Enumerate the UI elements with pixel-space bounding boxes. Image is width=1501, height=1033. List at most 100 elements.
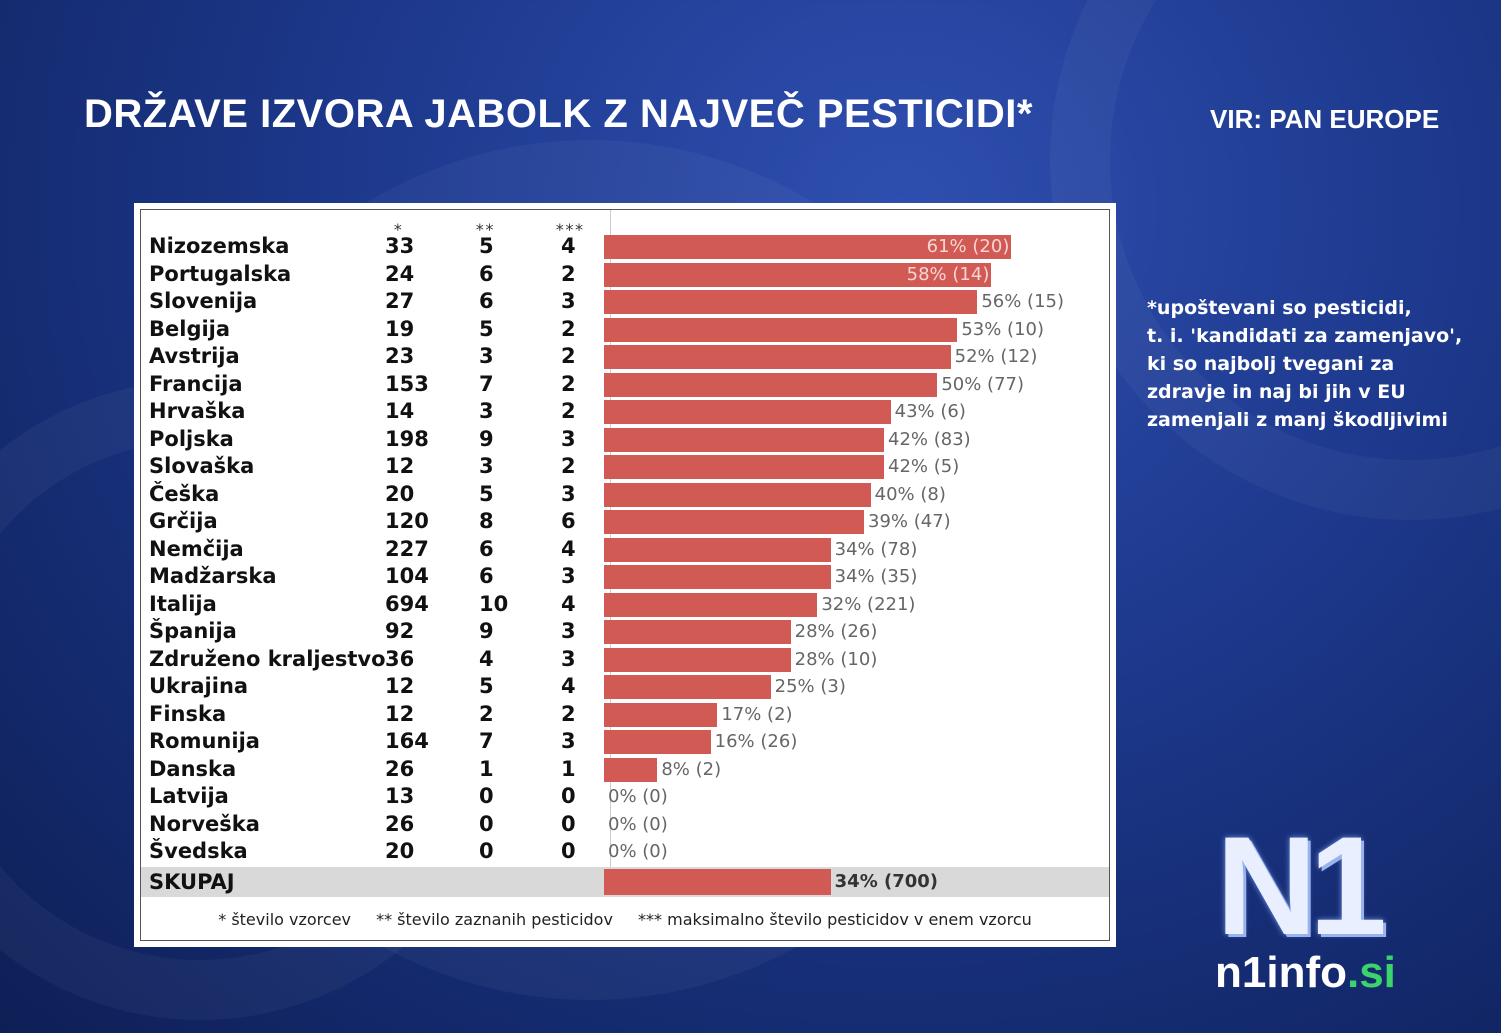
table-row: Nemčija 227 6 4 34% (78) — [141, 536, 1109, 564]
bar-label: 42% (83) — [888, 428, 971, 450]
max-pesticide-count: 3 — [561, 564, 576, 588]
country-name: Grčija — [149, 509, 218, 533]
bar-label: 40% (8) — [874, 483, 946, 505]
page-title: DRŽAVE IZVORA JABOLK Z NAJVEČ PESTICIDI* — [84, 92, 1033, 136]
country-name: Hrvaška — [149, 399, 246, 423]
table-row: Slovaška 12 3 2 42% (5) — [141, 453, 1109, 481]
header-pesticides: ** — [475, 220, 495, 239]
country-name: Danska — [149, 756, 237, 781]
country-name: Ukrajina — [149, 674, 249, 698]
bar-label: 56% (15) — [981, 291, 1065, 312]
sample-count: 20 — [385, 481, 415, 506]
bar-label: 28% (26) — [794, 621, 878, 642]
logo-text-main: n1info — [1215, 948, 1347, 997]
bar — [604, 400, 891, 424]
max-pesticide-count: 2 — [561, 316, 576, 341]
pesticide-count: 5 — [479, 316, 494, 341]
bar — [604, 290, 978, 314]
sample-count: 19 — [385, 316, 415, 341]
country-name: Poljska — [149, 426, 234, 451]
total-row: SKUPAJ 34% (700) — [141, 867, 1109, 897]
source-label: VIR: PAN EUROPE — [1210, 104, 1440, 134]
pesticide-count: 8 — [479, 509, 494, 533]
pesticide-count: 1 — [479, 756, 494, 781]
country-name: Nizozemska — [149, 234, 290, 258]
pesticide-count: 5 — [479, 674, 494, 698]
pesticide-count: 5 — [479, 234, 494, 258]
table-row: Nizozemska 33 5 4 61% (20) — [141, 233, 1109, 261]
country-name: Francija — [149, 371, 243, 396]
bar-label: 61% (20) — [926, 236, 1010, 257]
table-row: Finska 12 2 2 17% (2) — [141, 701, 1109, 729]
sample-count: 12 — [385, 454, 415, 478]
max-pesticide-count: 3 — [561, 729, 576, 753]
note-line: zamenjali z manj škodljivimi — [1147, 409, 1448, 431]
country-name: Belgija — [149, 316, 231, 341]
bar-label: 0% (0) — [608, 786, 668, 807]
bar — [604, 647, 791, 672]
logo-text-dot: .si — [1346, 948, 1396, 997]
max-pesticide-count: 2 — [561, 371, 576, 396]
bar — [604, 427, 884, 452]
bar-label: 16% (26) — [714, 731, 798, 752]
bar — [604, 372, 938, 397]
sample-count: 23 — [385, 344, 415, 368]
sample-count: 33 — [385, 234, 415, 258]
table-row: Francija 153 7 2 50% (77) — [141, 371, 1109, 399]
table-row: Italija 694 10 4 32% (221) — [141, 591, 1109, 619]
header-samples: * — [393, 220, 403, 239]
sample-count: 198 — [385, 426, 429, 451]
bar-label: 25% (3) — [774, 676, 846, 697]
n1info-logo: n1info.si — [1215, 948, 1396, 998]
header-max-pesticides: *** — [555, 220, 584, 239]
max-pesticide-count: 3 — [561, 619, 576, 643]
max-pesticide-count: 3 — [561, 481, 576, 506]
max-pesticide-count: 2 — [561, 399, 576, 423]
country-name: Švedska — [149, 839, 248, 863]
pesticide-count: 5 — [479, 481, 494, 506]
bar-label: 28% (10) — [794, 648, 878, 670]
pesticide-count: 7 — [479, 371, 494, 396]
sample-count: 13 — [385, 784, 415, 808]
pesticide-count: 6 — [479, 261, 494, 286]
sample-count: 92 — [385, 619, 415, 643]
bar — [604, 482, 871, 507]
sample-count: 20 — [385, 839, 415, 863]
pesticide-count: 3 — [479, 454, 494, 478]
note-line: *upoštevani so pesticidi, — [1147, 297, 1412, 319]
bar — [604, 620, 791, 644]
pesticide-count: 4 — [479, 646, 494, 671]
bar — [604, 702, 718, 727]
max-pesticide-count: 4 — [561, 591, 576, 616]
bar-label: 0% (0) — [608, 813, 668, 835]
sample-count: 14 — [385, 399, 415, 423]
bar-label: 43% (6) — [894, 401, 966, 422]
table-row: Latvija 13 0 0 0% (0) — [141, 783, 1109, 811]
bar — [604, 757, 658, 782]
table-row: Češka 20 5 3 40% (8) — [141, 481, 1109, 509]
sample-count: 164 — [385, 729, 429, 753]
n1-logo-mark: N1 — [1216, 807, 1387, 964]
sample-count: 36 — [385, 646, 415, 671]
pesticide-count: 6 — [479, 564, 494, 588]
pesticide-count: 0 — [479, 811, 494, 836]
table-row: Belgija 19 5 2 53% (10) — [141, 316, 1109, 344]
country-name: Norveška — [149, 811, 260, 836]
note-line: t. i. 'kandidati za zamenjavo', — [1147, 325, 1463, 347]
country-name: Portugalska — [149, 261, 292, 286]
max-pesticide-count: 6 — [561, 509, 576, 533]
sample-count: 104 — [385, 564, 429, 588]
pesticide-count: 10 — [479, 591, 509, 616]
table-row: Danska 26 1 1 8% (2) — [141, 756, 1109, 784]
country-name: Slovenija — [149, 289, 258, 313]
sample-count: 120 — [385, 509, 429, 533]
table-row: Madžarska 104 6 3 34% (35) — [141, 563, 1109, 591]
table-row: Švedska 20 0 0 0% (0) — [141, 838, 1109, 866]
bar-label: 58% (14) — [906, 263, 990, 285]
table-row: Romunija 164 7 3 16% (26) — [141, 728, 1109, 756]
footnote-text: *upoštevani so pesticidi, t. i. 'kandida… — [1147, 294, 1487, 434]
max-pesticide-count: 0 — [561, 811, 576, 836]
bar — [604, 345, 951, 369]
max-pesticide-count: 4 — [561, 674, 576, 698]
bar — [604, 235, 1011, 259]
